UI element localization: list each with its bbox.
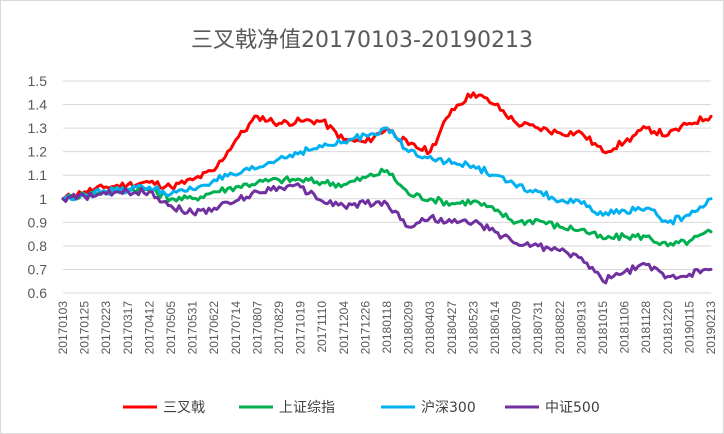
x-tick-label: 20180822: [553, 301, 567, 355]
x-tick-label: 20171019: [294, 301, 308, 355]
x-tick-label: 20170622: [207, 301, 221, 355]
x-tick-label: 20170223: [99, 301, 113, 355]
y-tick-label: 1: [39, 191, 47, 207]
series-line-3: [61, 182, 713, 285]
x-tick-label: 20180913: [574, 301, 588, 355]
series-line-0: [61, 91, 713, 201]
x-axis-ticks: 20170103 20170125 20170223 20170317 20170412…: [56, 301, 718, 355]
x-tick-label: 20190115: [682, 301, 696, 354]
x-tick-label: 20170412: [142, 301, 156, 355]
x-tick-label: 20170317: [121, 301, 135, 355]
y-tick-label: 0.6: [28, 285, 48, 301]
y-tick-label: 1.1: [28, 167, 48, 183]
x-tick-label: 20180614: [488, 301, 502, 355]
x-tick-label: 20171110: [315, 301, 329, 353]
x-tick-label: 20180118: [380, 301, 394, 354]
x-tick-label: 20170807: [250, 301, 264, 355]
x-tick-label: 20180427: [445, 301, 459, 355]
chart-title: 三叉戟净值20170103-20190213: [191, 28, 533, 53]
x-tick-label: 20180209: [402, 301, 416, 355]
legend-label: 中证500: [545, 400, 600, 416]
x-tick-label: 20170505: [164, 301, 178, 355]
y-tick-label: 0.9: [28, 214, 48, 230]
x-tick-label: 20181106: [618, 301, 632, 354]
x-tick-label: 20181128: [639, 301, 653, 354]
legend: 三叉戟 上证综指 沪深300 中证500: [123, 400, 600, 416]
legend-label: 上证综指: [279, 400, 335, 416]
x-tick-label: 20171204: [337, 301, 351, 355]
y-tick-label: 1.5: [28, 73, 48, 89]
grid-layer: [63, 80, 711, 294]
y-tick-label: 1.2: [28, 144, 48, 160]
x-tick-label: 20180523: [466, 301, 480, 355]
x-tick-label: 20190213: [704, 301, 718, 355]
x-tick-label: 20170125: [78, 301, 92, 355]
series-line-2: [61, 126, 713, 226]
y-tick-label: 1.4: [28, 97, 48, 113]
y-tick-label: 1.3: [28, 120, 48, 136]
series-line-1: [61, 167, 713, 248]
x-tick-label: 20180709: [510, 301, 524, 355]
x-tick-label: 20180731: [531, 301, 545, 355]
legend-label: 三叉戟: [163, 400, 205, 416]
y-tick-label: 0.7: [28, 261, 48, 277]
legend-label: 沪深300: [421, 400, 476, 416]
x-tick-label: 20170103: [56, 301, 70, 355]
x-tick-label: 20181015: [596, 301, 610, 355]
x-tick-label: 20170829: [272, 301, 286, 355]
y-axis-ticks: 0.6 0.7 0.8 0.9 1 1.1 1.2 1.3 1.4 1.5: [28, 73, 48, 301]
y-tick-label: 0.8: [28, 238, 48, 254]
x-tick-label: 20181220: [661, 301, 675, 355]
x-tick-label: 20170714: [229, 301, 243, 355]
x-tick-label: 20180403: [423, 301, 437, 355]
series-layer: [61, 91, 713, 285]
x-tick-label: 20171226: [358, 301, 372, 355]
x-tick-label: 20170531: [186, 301, 200, 355]
